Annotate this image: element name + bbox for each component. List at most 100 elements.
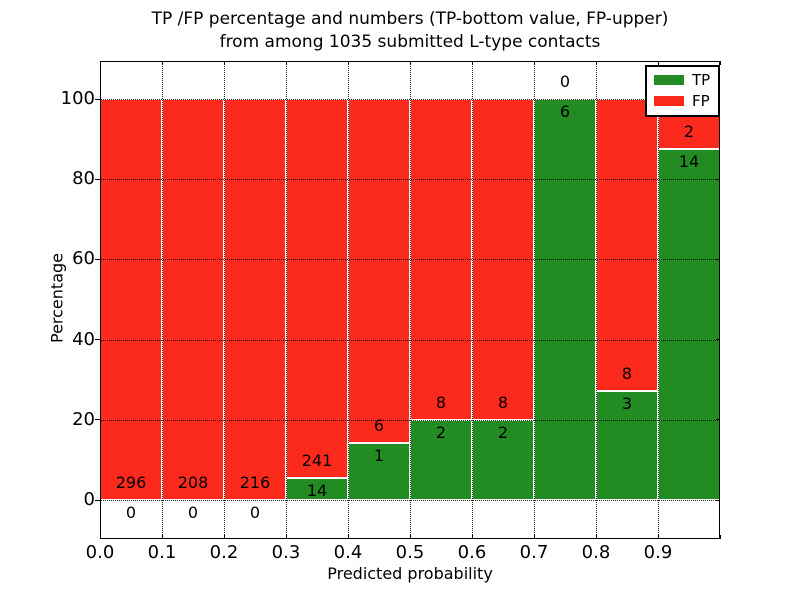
gridline-vertical: [534, 61, 535, 539]
x-tick-label: 0.4: [333, 542, 363, 563]
x-tickmark-bottom: [657, 535, 659, 539]
bars-layer: [100, 61, 720, 539]
x-tick-label: 0.2: [209, 542, 239, 563]
x-tickmark-top: [161, 61, 163, 65]
fp-count-label: 296: [115, 473, 147, 493]
x-tickmark-top: [533, 61, 535, 65]
gridline-horizontal: [100, 500, 720, 502]
gridline-horizontal: [100, 339, 720, 341]
x-tickmark-top: [657, 61, 659, 65]
x-tickmark-top: [471, 61, 473, 65]
grid-layer: [100, 61, 720, 539]
legend-label-tp: TP: [692, 71, 711, 89]
x-tickmark-bottom: [99, 535, 101, 539]
x-tick-label: 0.6: [457, 542, 487, 563]
x-tickmark-top: [347, 61, 349, 65]
y-tickmark-left: [95, 339, 100, 341]
tp-count-label: 0: [125, 503, 137, 523]
bar-fp-segment: [100, 99, 162, 501]
y-tickmark-left: [95, 98, 100, 100]
x-tickmark-top: [223, 61, 225, 65]
gridline-vertical: [348, 61, 349, 539]
bar-fp-segment: [286, 99, 348, 479]
x-tickmark-bottom: [347, 535, 349, 539]
x-tick-label: 0.0: [85, 542, 115, 563]
x-tick-label: 0.7: [519, 542, 549, 563]
gridline-vertical: [658, 61, 659, 539]
x-tickmark-top: [285, 61, 287, 65]
bar-fp-segment: [348, 99, 410, 443]
y-tickmark-right: [716, 339, 720, 341]
legend-label-fp: FP: [692, 92, 710, 110]
chart-title-line2: from among 1035 submitted L-type contact…: [219, 32, 601, 52]
x-tickmark-bottom: [471, 535, 473, 539]
y-tick-label: 80: [72, 168, 95, 190]
fp-count-label: 2: [683, 122, 695, 142]
x-tick-label: 0.3: [271, 542, 301, 563]
tp-count-label: 14: [306, 481, 328, 501]
tp-count-label: 0: [249, 503, 261, 523]
x-tickmark-bottom: [285, 535, 287, 539]
y-tick-label: 100: [60, 88, 95, 110]
x-tickmark-bottom: [223, 535, 225, 539]
x-tick-label: 0.1: [147, 542, 177, 563]
fp-count-label: 208: [177, 473, 209, 493]
bar-tp-segment: [534, 99, 596, 501]
gridline-horizontal: [100, 419, 720, 421]
fp-count-label: 8: [621, 363, 633, 383]
x-tickmark-bottom: [409, 535, 411, 539]
bar-fp-segment: [596, 99, 658, 391]
y-tick-label: 20: [72, 408, 95, 430]
y-tickmark-left: [95, 499, 100, 501]
y-tick-label: 0: [83, 489, 95, 511]
y-tickmark-left: [95, 178, 100, 180]
gridline-vertical: [286, 61, 287, 539]
tp-count-label: 14: [678, 152, 700, 172]
x-tick-label: 0.8: [581, 542, 611, 563]
gridline-horizontal: [100, 179, 720, 181]
y-tick-label: 40: [72, 328, 95, 350]
bar-fp-segment: [224, 99, 286, 501]
gridline-vertical: [162, 61, 163, 539]
y-tickmark-right: [716, 419, 720, 421]
x-tickmark-top: [595, 61, 597, 65]
chart-title-line1: TP /FP percentage and numbers (TP-bottom…: [151, 9, 669, 29]
fp-count-label: 241: [301, 451, 333, 471]
y-tick-label: 60: [72, 248, 95, 270]
tp-count-label: 2: [497, 423, 509, 443]
tp-count-label: 2: [435, 423, 447, 443]
y-tickmark-left: [95, 419, 100, 421]
x-tickmark-bottom: [533, 535, 535, 539]
x-tickmark-bottom: [161, 535, 163, 539]
fp-count-label: 8: [435, 393, 447, 413]
legend-item-tp: TP: [654, 72, 710, 88]
gridline-vertical: [596, 61, 597, 539]
x-tick-label: 0.5: [395, 542, 425, 563]
x-tickmark-top: [409, 61, 411, 65]
x-tickmark-bottom: [595, 535, 597, 539]
fp-count-label: 0: [559, 72, 571, 92]
fp-count-label: 8: [497, 393, 509, 413]
gridline-vertical: [410, 61, 411, 539]
tp-count-label: 0: [187, 503, 199, 523]
x-axis-label: Predicted probability: [327, 564, 493, 583]
y-tickmark-right: [716, 499, 720, 501]
annotations-layer: 296 0 208 0 216 0 241 14 6 1 8 2 8 2 0 6 8 3 2 14: [100, 61, 720, 539]
legend: TP FP: [645, 65, 721, 117]
gridline-vertical: [224, 61, 225, 539]
y-tickmark-left: [95, 258, 100, 260]
gridline-horizontal: [100, 259, 720, 261]
gridline-horizontal: [100, 99, 720, 101]
x-tickmark-bottom: [719, 535, 721, 539]
x-tickmark-top: [719, 61, 721, 65]
tp-count-label: 3: [621, 393, 633, 413]
fp-count-label: 6: [373, 415, 385, 435]
legend-swatch-tp-icon: [654, 75, 684, 85]
plot-area: 296 0 208 0 216 0 241 14 6 1 8 2 8 2 0 6 8 3 2 14 TP FP: [95, 61, 721, 539]
bar-tp-segment: [658, 149, 720, 501]
fp-count-label: 216: [239, 473, 271, 493]
gridline-vertical: [472, 61, 473, 539]
x-tick-label: 0.9: [643, 542, 673, 563]
legend-swatch-fp-icon: [654, 96, 684, 106]
